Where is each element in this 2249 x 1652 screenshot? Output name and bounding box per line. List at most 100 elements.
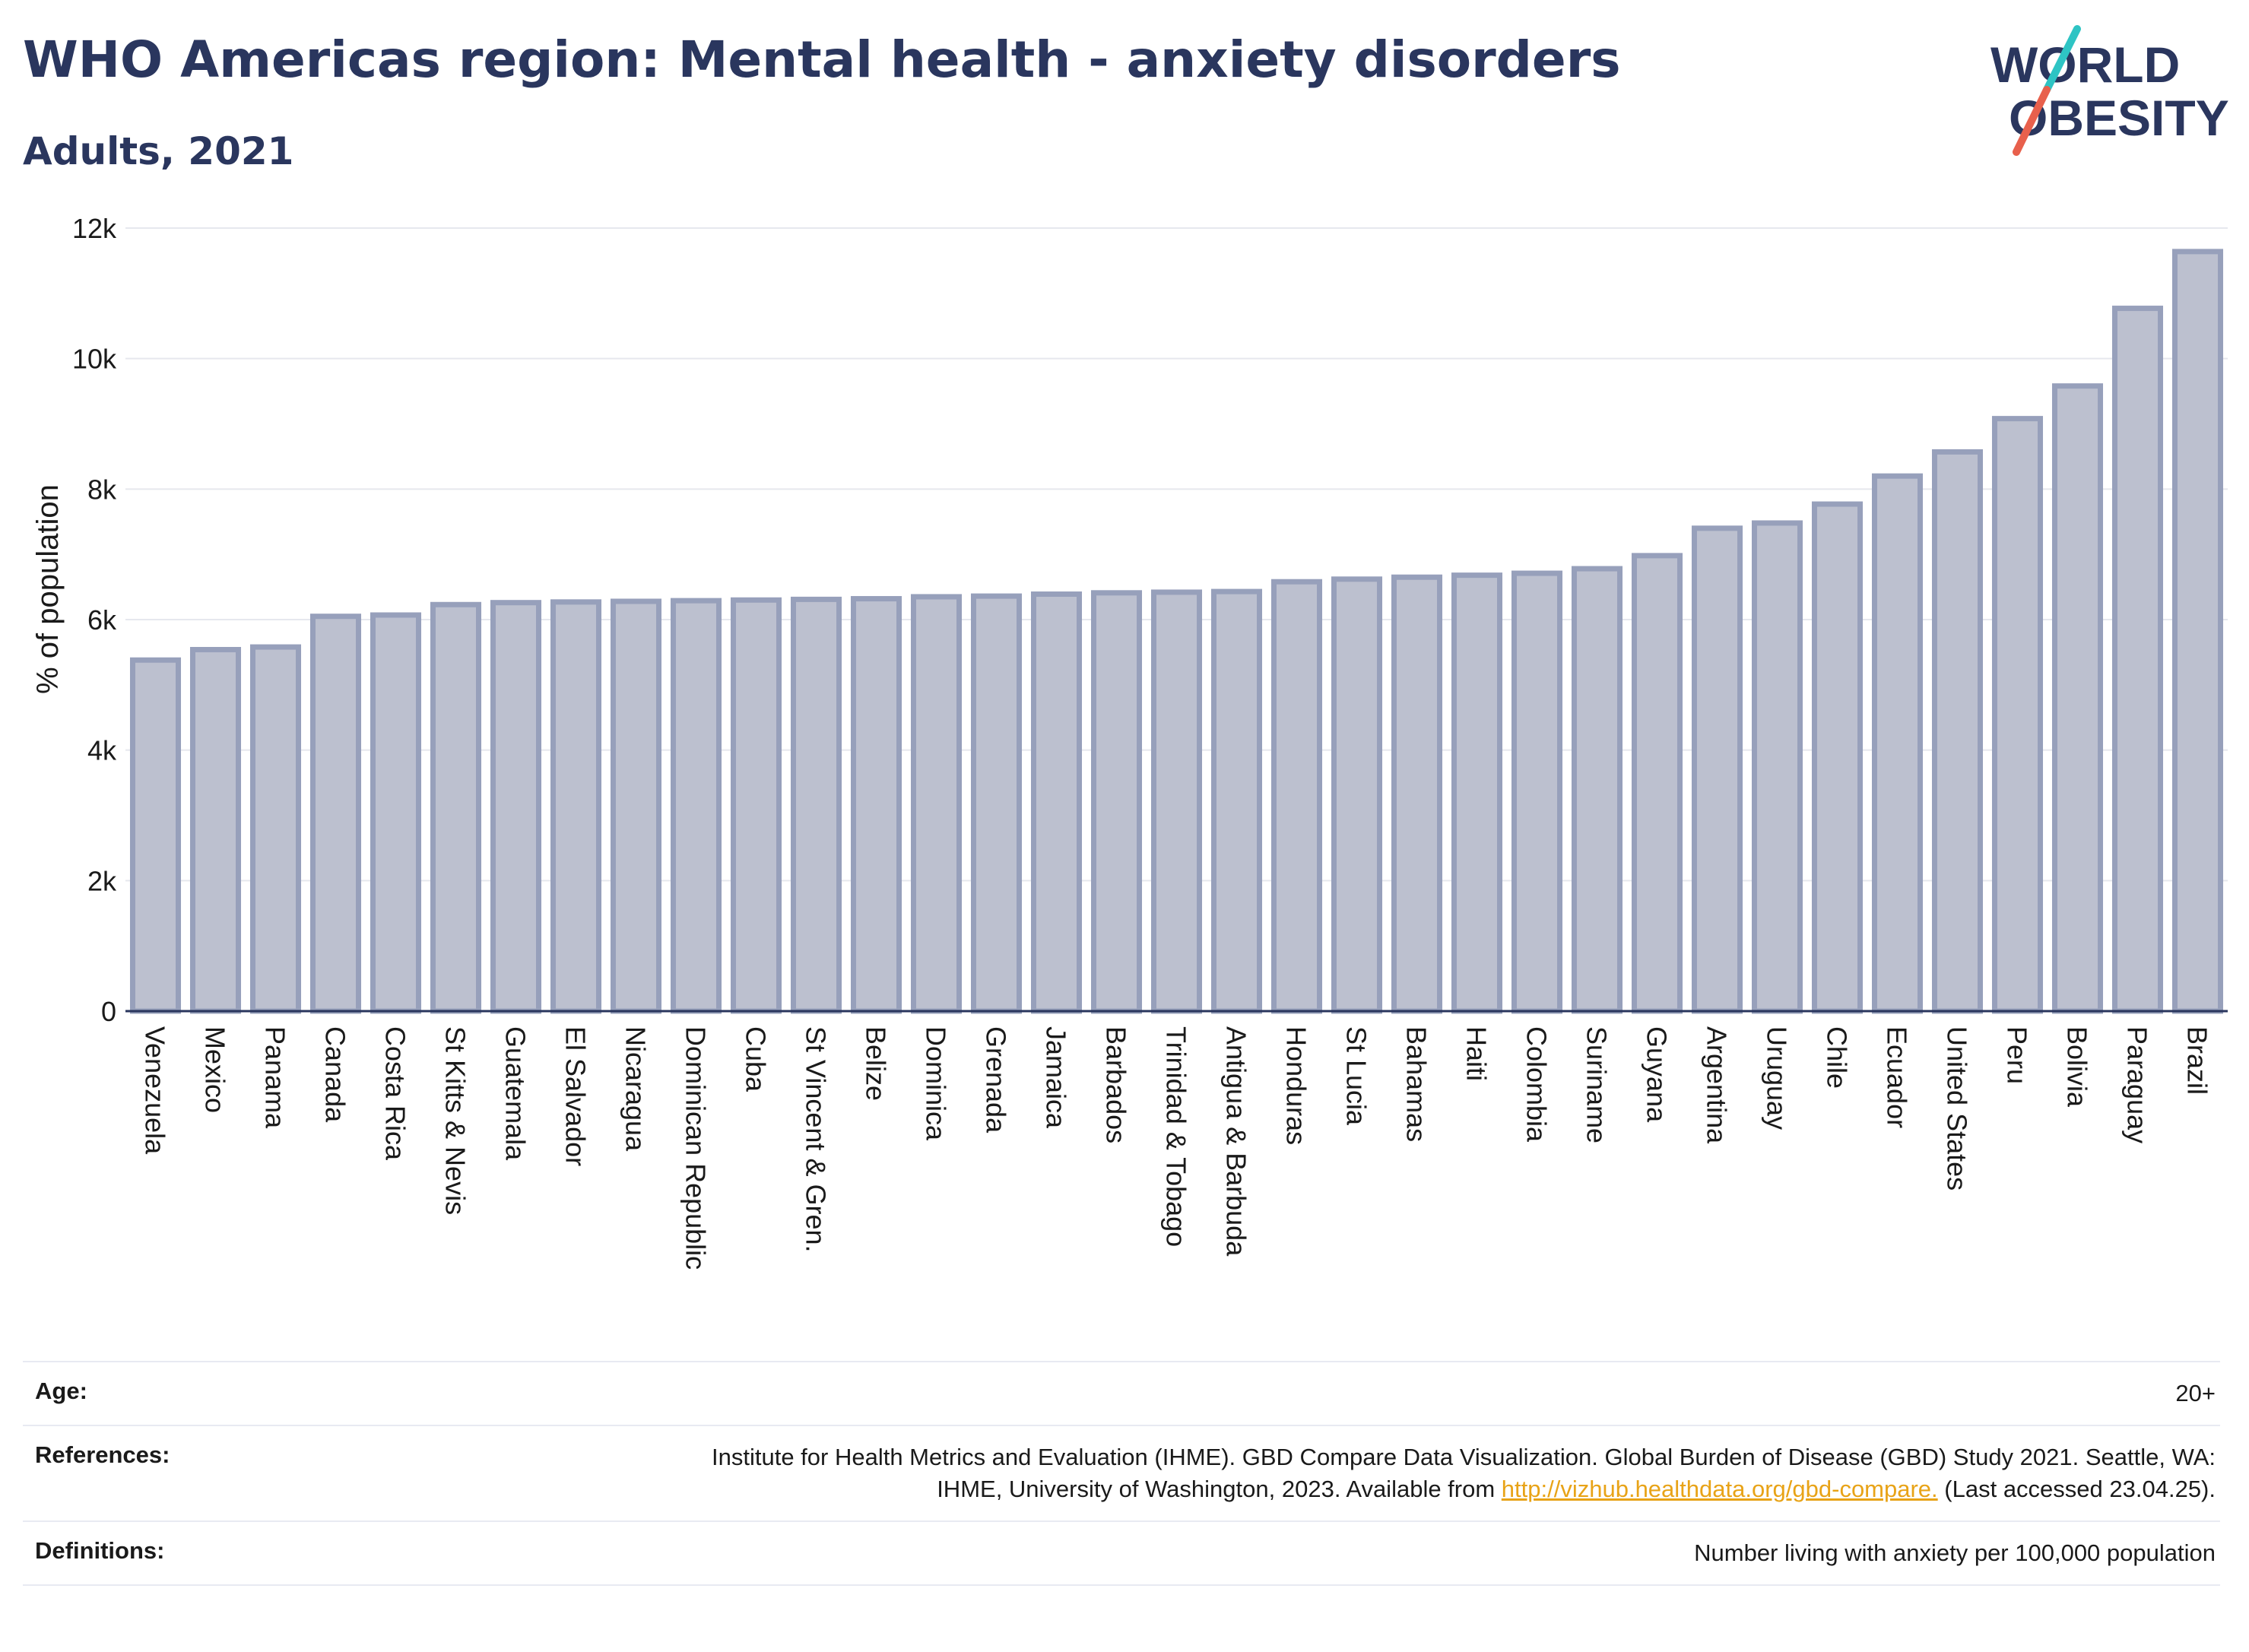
x-tick-label: Chile — [1822, 1026, 1853, 1089]
bar — [1210, 588, 1263, 1014]
definitions-value: Number living with anxiety per 100,000 p… — [1694, 1539, 2216, 1566]
x-tick-label: Paraguay — [2122, 1026, 2153, 1143]
x-tick-label: Suriname — [1581, 1026, 1613, 1143]
logo-slash-coral — [2013, 86, 2051, 156]
x-tick-label: Nicaragua — [620, 1026, 652, 1152]
bar — [490, 600, 542, 1014]
x-tick-label: Uruguay — [1762, 1026, 1793, 1130]
bar — [309, 614, 362, 1014]
x-tick-label: Cuba — [741, 1026, 772, 1092]
y-tick-label: 0 — [101, 996, 116, 1027]
y-tick-labels: 0 2k 4k 6k 8k 10k 12k — [72, 213, 117, 1027]
x-tick-label: St Kitts & Nevis — [440, 1026, 471, 1215]
x-tick-label: United States — [1942, 1026, 1973, 1191]
age-label: Age: — [35, 1378, 87, 1404]
logo-text-world: WORLD — [1990, 36, 2180, 93]
x-tick-label: Canada — [320, 1026, 351, 1123]
x-tick-label: Grenada — [981, 1026, 1012, 1134]
x-tick-label: Haiti — [1461, 1026, 1492, 1081]
bar — [910, 594, 963, 1014]
bar — [129, 657, 182, 1014]
chart-subtitle: Adults, 2021 — [23, 129, 294, 173]
bar — [249, 644, 302, 1014]
x-tick-label: Brazil — [2182, 1026, 2213, 1095]
bar — [430, 601, 482, 1014]
y-tick-label: 2k — [87, 865, 117, 896]
bar — [1150, 589, 1203, 1014]
bars — [129, 249, 2224, 1014]
bar — [2111, 306, 2164, 1014]
bar — [970, 593, 1023, 1014]
bar — [1030, 591, 1083, 1014]
bar — [2171, 249, 2224, 1014]
bar — [1090, 590, 1143, 1014]
x-tick-label: Peru — [2002, 1026, 2033, 1084]
bar — [1571, 566, 1623, 1014]
footer-row-references: References: Institute for Health Metrics… — [23, 1425, 2220, 1520]
x-tick-label: El Salvador — [560, 1026, 592, 1166]
bar — [1631, 553, 1683, 1014]
definitions-label: Definitions: — [35, 1537, 165, 1564]
x-tick-label: Costa Rica — [380, 1026, 411, 1161]
bar — [1751, 520, 1803, 1014]
bar — [1691, 525, 1743, 1014]
y-tick-label: 12k — [72, 213, 117, 244]
bar — [1931, 449, 1984, 1014]
bar — [1391, 574, 1443, 1014]
footer-row-definitions: Definitions: Number living with anxiety … — [23, 1520, 2220, 1586]
x-tick-label: Guatemala — [500, 1026, 531, 1161]
bar — [730, 597, 782, 1014]
bar-chart: 0 2k 4k 6k 8k 10k 12k Venezuela Mexico Panama Can… — [31, 213, 2228, 1270]
chart-footer: Age: 20+ References: Institute for Healt… — [23, 1361, 2220, 1586]
x-tick-label: Bahamas — [1401, 1026, 1432, 1142]
world-obesity-logo: WORLD OBESITY — [1990, 25, 2229, 156]
bar — [189, 646, 242, 1014]
logo-slash-teal — [2043, 25, 2081, 94]
bar — [1451, 572, 1503, 1014]
references-link[interactable]: http://vizhub.healthdata.org/gbd-compare… — [1501, 1476, 1938, 1502]
bar — [550, 599, 602, 1014]
x-tick-label: Honduras — [1281, 1026, 1312, 1145]
y-tick-label: 6k — [87, 604, 117, 636]
references-label: References: — [35, 1441, 170, 1468]
x-tick-label: St Lucia — [1341, 1026, 1372, 1126]
x-tick-label: Mexico — [200, 1026, 231, 1113]
bar — [1991, 416, 2044, 1014]
x-tick-labels: Venezuela Mexico Panama Canada Costa Rica St … — [140, 1026, 2213, 1270]
x-tick-label: Antigua & Barbuda — [1221, 1026, 1252, 1257]
x-tick-label: Venezuela — [140, 1026, 171, 1155]
x-tick-label: Jamaica — [1041, 1026, 1072, 1129]
bar — [1331, 576, 1383, 1014]
x-tick-label: Bolivia — [2062, 1026, 2093, 1108]
x-tick-label: Ecuador — [1882, 1026, 1913, 1128]
bar — [1811, 501, 1864, 1014]
y-tick-label: 10k — [72, 344, 117, 375]
x-tick-label: Barbados — [1101, 1026, 1132, 1143]
x-tick-label: Colombia — [1521, 1026, 1553, 1143]
references-text: Institute for Health Metrics and Evaluat… — [712, 1444, 2216, 1502]
references-value: Institute for Health Metrics and Evaluat… — [657, 1441, 2220, 1505]
x-tick-label: Argentina — [1702, 1026, 1733, 1144]
y-tick-label: 8k — [87, 474, 117, 505]
x-tick-label: Trinidad & Tobago — [1161, 1026, 1192, 1247]
y-tick-label: 4k — [87, 735, 117, 766]
references-accessed: (Last accessed 23.04.25). — [1937, 1476, 2216, 1502]
bar — [370, 612, 422, 1014]
bar — [790, 596, 842, 1014]
x-tick-label: Belize — [861, 1026, 892, 1101]
age-value: 20+ — [2175, 1380, 2216, 1406]
x-tick-label: St Vincent & Gren. — [801, 1026, 832, 1253]
bar — [670, 598, 722, 1014]
x-tick-label: Guyana — [1642, 1026, 1673, 1123]
bar — [850, 596, 902, 1014]
bar — [1270, 579, 1323, 1014]
bar — [1871, 473, 1924, 1014]
y-axis-label: % of population — [31, 484, 65, 694]
x-tick-label: Panama — [260, 1026, 291, 1129]
x-tick-label: Dominica — [921, 1026, 952, 1141]
bar — [2051, 383, 2104, 1014]
bar — [610, 598, 662, 1014]
footer-row-age: Age: 20+ — [23, 1361, 2220, 1425]
bar — [1511, 570, 1563, 1014]
x-tick-label: Dominican Republic — [680, 1026, 712, 1270]
